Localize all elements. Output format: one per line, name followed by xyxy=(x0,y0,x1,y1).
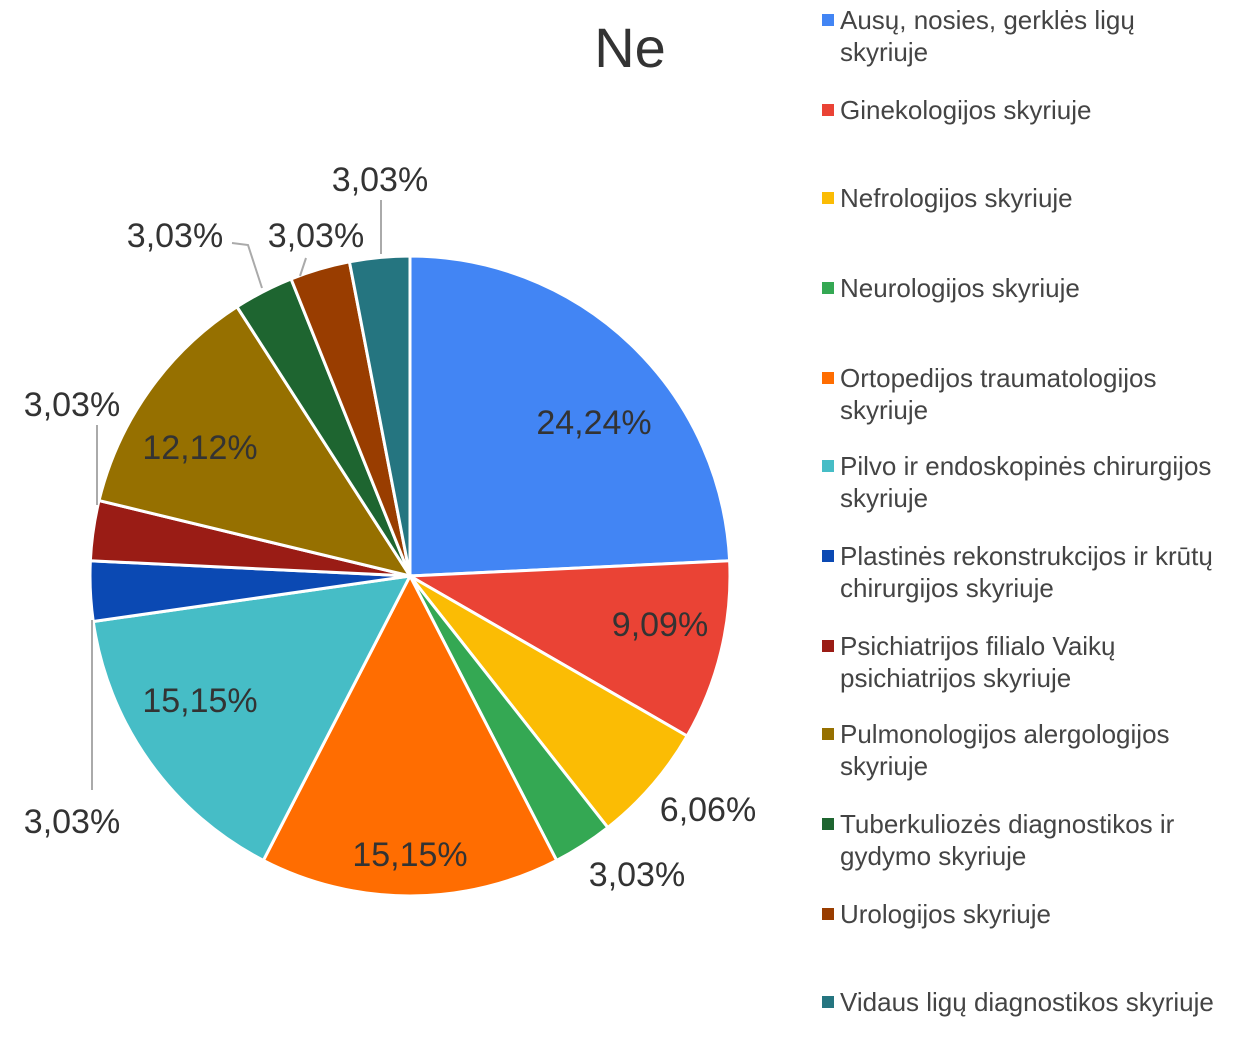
data-label: 3,03% xyxy=(127,217,223,255)
legend-swatch xyxy=(822,192,834,204)
legend-swatch xyxy=(822,640,834,652)
legend-label: Pilvo ir endoskopinės chirurgijos skyriu… xyxy=(840,451,1212,513)
legend-label: Ginekologijos skyriuje xyxy=(840,95,1092,125)
legend-label: Ausų, nosies, gerklės ligų skyriuje xyxy=(840,5,1135,67)
legend-swatch xyxy=(822,550,834,562)
legend-swatch xyxy=(822,728,834,740)
legend-label: Plastinės rekonstrukcijos ir krūtų chiru… xyxy=(840,541,1213,603)
legend-label: Ortopedijos traumatologijos skyriuje xyxy=(840,363,1157,425)
legend-swatch xyxy=(822,996,834,1008)
data-label: 3,03% xyxy=(268,217,364,255)
pie-slice xyxy=(347,254,412,577)
data-label: 12,12% xyxy=(142,429,257,467)
data-label: 3,03% xyxy=(24,803,120,841)
data-label: 6,06% xyxy=(660,791,756,829)
legend-swatch xyxy=(822,104,834,116)
legend-label: Tuberkuliozės diagnostikos ir gydymo sky… xyxy=(840,809,1175,871)
pie-slice xyxy=(97,304,414,579)
legend-swatch xyxy=(822,14,834,26)
data-label: 3,03% xyxy=(332,161,428,199)
chart-title: Ne xyxy=(594,16,666,79)
pie-slice xyxy=(408,574,690,830)
data-label: 24,24% xyxy=(536,404,651,442)
data-label: 15,15% xyxy=(352,836,467,874)
data-label: 3,03% xyxy=(24,386,120,424)
pie-slice xyxy=(408,254,732,578)
pie-slice xyxy=(91,574,413,863)
data-label: 3,03% xyxy=(589,856,685,894)
leader-line xyxy=(299,257,307,277)
pie-slice xyxy=(261,572,559,898)
legend-label: Psichiatrijos filialo Vaikų psichiatrijo… xyxy=(840,631,1116,693)
legend-label: Neurologijos skyriuje xyxy=(840,273,1080,303)
data-label: 15,15% xyxy=(142,682,257,720)
legend-swatch xyxy=(822,282,834,294)
legend-label: Nefrologijos skyriuje xyxy=(840,183,1073,213)
leader-line xyxy=(231,242,263,289)
pie-slice xyxy=(404,559,732,739)
legend-swatch xyxy=(822,908,834,920)
legend-swatch xyxy=(822,818,834,830)
legend-swatch xyxy=(822,460,834,472)
legend-label: Urologijos skyriuje xyxy=(840,899,1051,929)
legend-label: Vidaus ligų diagnostikos skyriuje xyxy=(840,987,1214,1017)
legend-label: Pulmonologijos alergologijos skyriuje xyxy=(840,719,1170,781)
data-label: 9,09% xyxy=(612,606,708,644)
legend-swatch xyxy=(822,372,834,384)
